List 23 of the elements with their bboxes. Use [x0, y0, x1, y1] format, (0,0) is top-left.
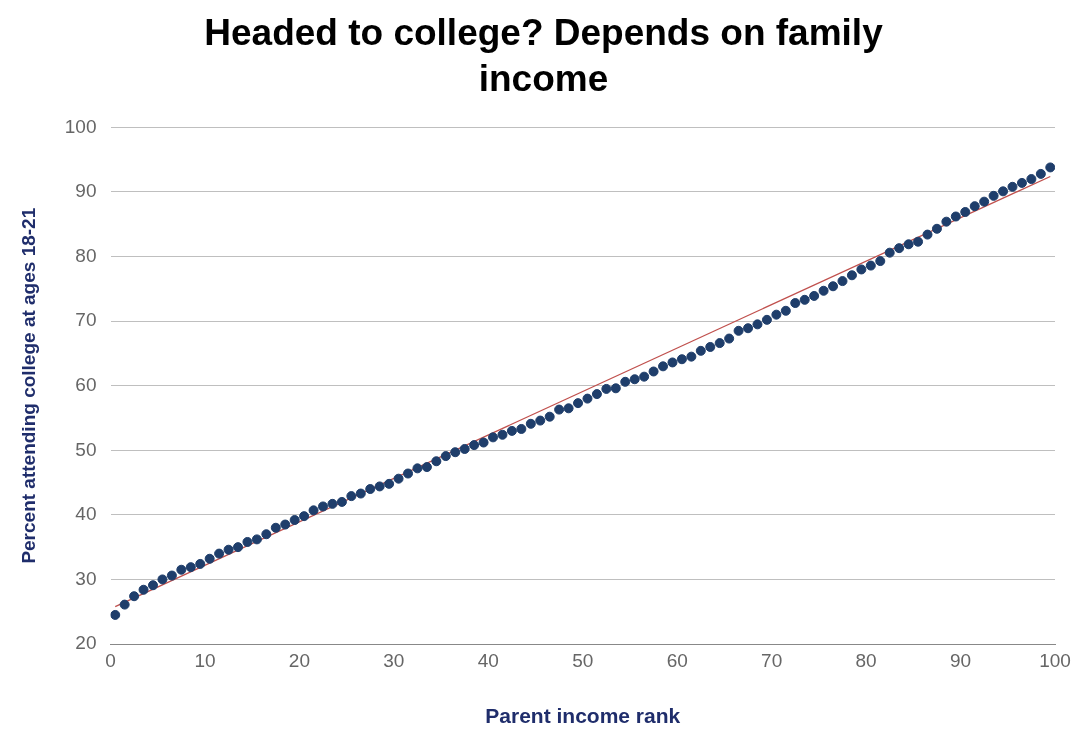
y-tick-label: 50 — [75, 438, 97, 460]
x-axis-title: Parent income rank — [485, 704, 681, 728]
y-tick-label: 60 — [75, 373, 97, 395]
x-tick-label: 30 — [383, 649, 405, 671]
x-tick-label: 0 — [105, 649, 116, 671]
x-tick-label: 40 — [477, 649, 499, 671]
x-tick-label: 20 — [288, 649, 310, 671]
x-tick-label: 50 — [572, 649, 594, 671]
x-tick-label: 80 — [855, 649, 877, 671]
x-tick-label: 100 — [1039, 649, 1071, 671]
y-tick-label: 90 — [75, 180, 97, 202]
y-tick-label: 70 — [75, 309, 97, 331]
y-tick-label: 80 — [75, 244, 97, 266]
y-axis-title: Percent attending college at ages 18-21 — [17, 207, 39, 564]
x-tick-label: 70 — [761, 649, 783, 671]
y-tick-label: 30 — [75, 567, 97, 589]
x-tick-label: 90 — [949, 649, 972, 671]
y-tick-label: 100 — [64, 115, 97, 137]
x-tick-label: 10 — [194, 649, 216, 671]
y-tick-label: 20 — [75, 632, 97, 654]
chart-title: Headed to college? Depends on family income — [203, 11, 884, 101]
x-tick-label: 60 — [666, 649, 688, 671]
y-tick-label: 40 — [75, 503, 97, 525]
